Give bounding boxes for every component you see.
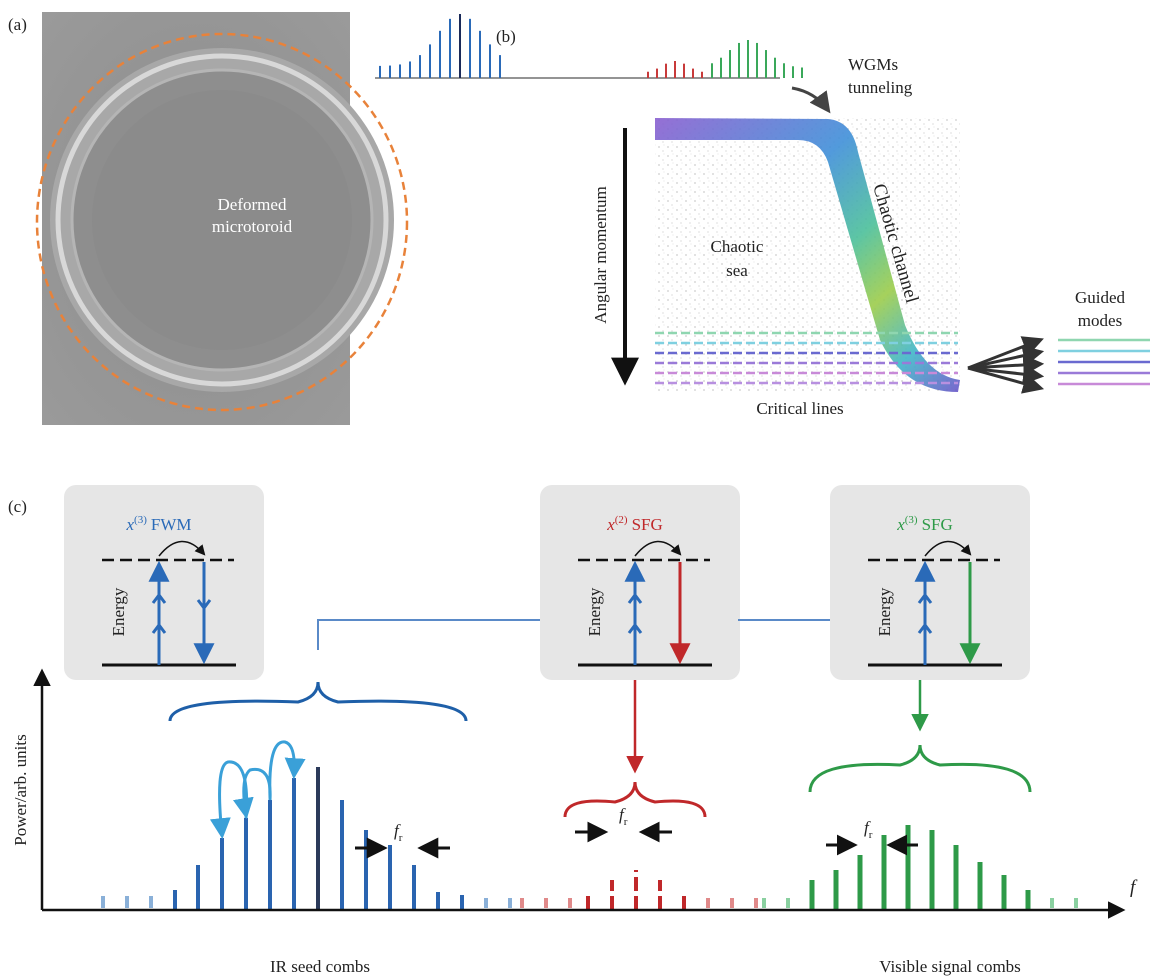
panel-label: (b) [496,27,516,46]
brace [565,782,705,817]
comb-label: Visible signal combs [879,957,1021,976]
panel-label: (a) [8,15,27,34]
spectrum-label: WGMs [848,55,898,74]
tunneling-arrow [792,88,828,110]
object-label: microtoroid [212,217,293,236]
energy-label: Energy [585,587,604,636]
process-title: x(3)SFG [896,514,953,534]
x-axis-label: f [1130,877,1138,898]
spacing-label: fr [394,821,403,844]
energy-label: Energy [109,587,128,636]
region-label: Chaotic [711,237,764,256]
axis-label: Angular momentum [591,186,610,323]
comb-lines: fr fr fr [103,742,1076,910]
process-name: SFG [632,515,663,534]
coupling-arrow [270,742,295,798]
object-label: Deformed [218,195,287,214]
process-title: x(2)SFG [606,514,663,534]
spacing-subscript: r [869,829,873,841]
spectrum-label: tunneling [848,78,913,97]
output-arrows [968,340,1040,388]
process-name: SFG [922,515,953,534]
brace [810,745,1030,792]
scale-bar-label: 20 μm [398,377,442,396]
guided-modes [1058,340,1150,384]
spectrum-sketch [375,14,802,78]
process-order: (2) [615,514,628,526]
process-order: (3) [905,514,918,526]
output-label: modes [1078,311,1122,330]
energy-label: Energy [875,587,894,636]
comb-label: IR seed combs [270,957,370,976]
spacing-label: fr [619,805,628,828]
lines-label: Critical lines [756,399,843,418]
output-label: Guided [1075,288,1126,307]
spacing-subscript: r [399,832,403,844]
process-order: (3) [134,514,147,526]
process-name: FWM [151,515,192,534]
spacing-subscript: r [624,816,628,828]
panel-label: (c) [8,497,27,516]
spacing-label: fr [864,818,873,841]
region-label: sea [726,261,748,280]
brace [170,682,466,721]
figure: (a) Deformed microtoroid 20 μm (b) WGMs … [0,0,1150,978]
y-axis-label: Power/arb. units [11,734,30,845]
